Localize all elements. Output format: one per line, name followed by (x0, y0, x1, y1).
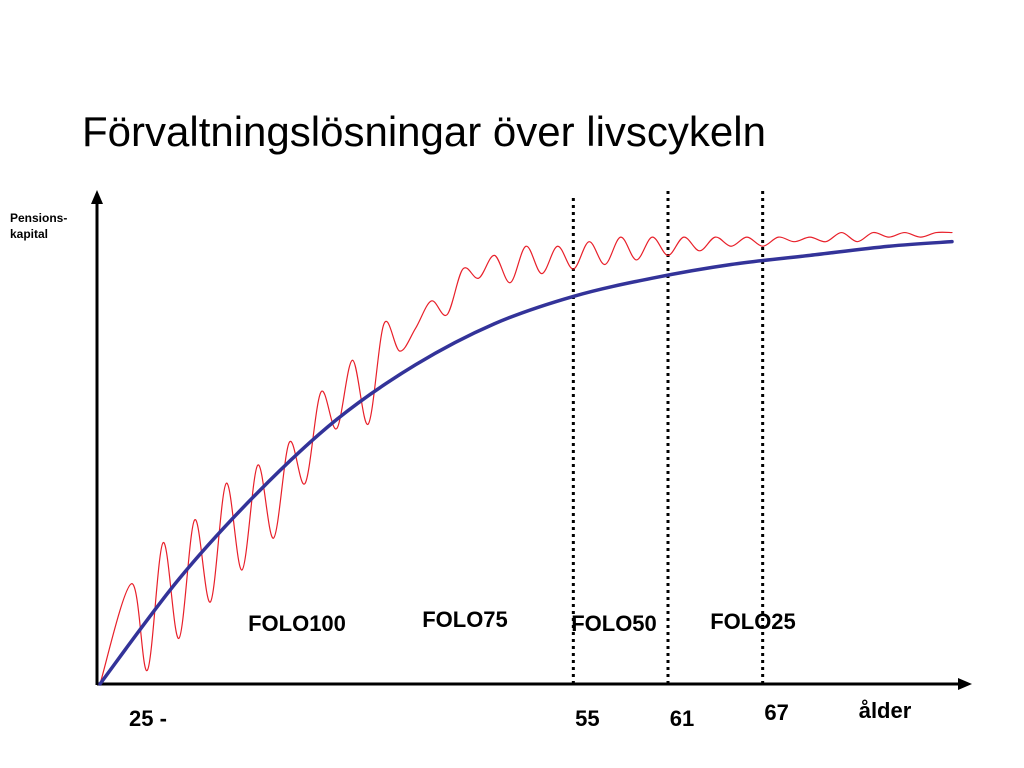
x-tick-label: 67 (764, 700, 788, 725)
y-axis-label-line-1: Pensions- (10, 211, 68, 225)
phase-label: FOLO50 (571, 611, 657, 636)
y-axis-arrowhead (91, 190, 103, 204)
phase-boundaries (571, 188, 765, 684)
x-tick-label: 61 (670, 706, 694, 731)
x-axis-arrowhead (958, 678, 972, 690)
x-tick-label: 25 - (129, 706, 167, 731)
y-axis-label-line-2: kapital (10, 227, 49, 241)
chart-labels: 25 - 55 61 67 ålder FOLO100 FOLO75 FOLO50 FOLO25 (129, 607, 912, 731)
phase-label: FOLO100 (248, 611, 346, 636)
series-layer (98, 231, 954, 686)
x-axis-label: ålder (859, 698, 912, 723)
x-tick-label: 55 (575, 706, 599, 731)
chart-axes (91, 190, 972, 690)
phase-label: FOLO75 (422, 607, 508, 632)
trend-series-line (98, 239, 954, 686)
y-axis-label: Pensions- kapital (10, 210, 90, 242)
fluctuating-series-line (99, 231, 953, 685)
slide-title: Förvaltningslösningar över livscykeln (82, 108, 766, 155)
phase-label: FOLO25 (710, 609, 796, 634)
